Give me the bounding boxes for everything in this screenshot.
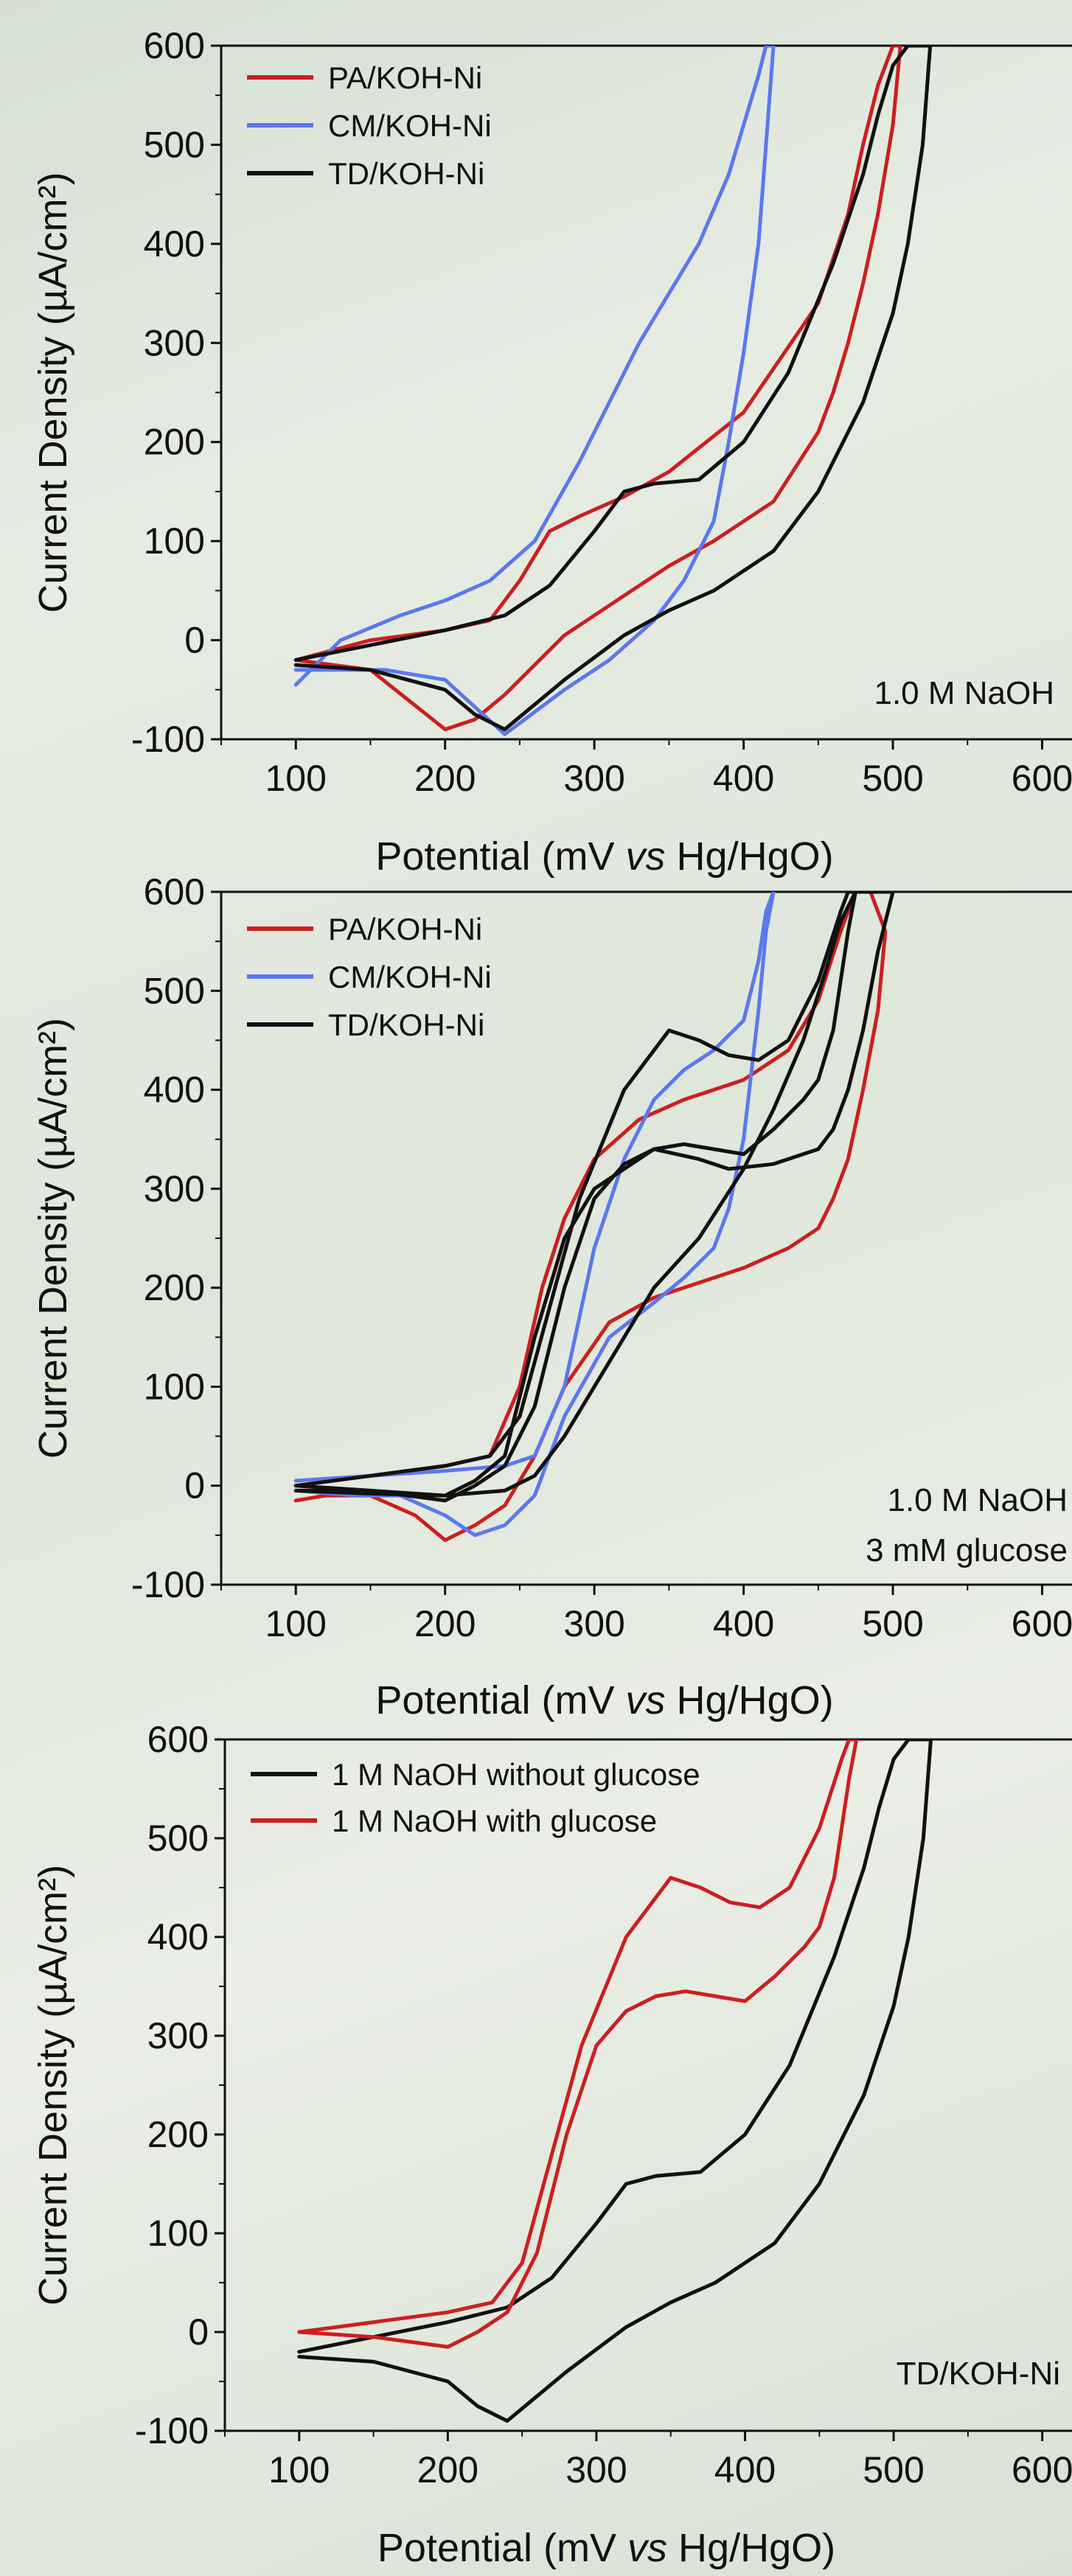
- y-tick-label: 600: [144, 25, 205, 66]
- legend-entry: CM/KOH-Ni: [328, 108, 492, 143]
- series-line-2: [293, 892, 776, 1537]
- x-axis-title-part: Potential (mV: [375, 834, 625, 879]
- x-tick-label: 100: [265, 758, 327, 799]
- legend-entry: PA/KOH-Ni: [328, 912, 482, 946]
- annotation: 1.0 M NaOH: [887, 1482, 1068, 1518]
- y-tick-label: 500: [144, 970, 205, 1011]
- annotation: 3 mM glucose: [866, 1532, 1068, 1568]
- x-tick-label: 500: [862, 1603, 923, 1644]
- y-tick-label: 400: [144, 1069, 205, 1111]
- series-line-1: [297, 1739, 933, 2423]
- y-tick-label: 600: [144, 871, 205, 912]
- chart-2: -100 0 100 200 300 400 500 600 100 200 300 400 500 60…: [31, 871, 1072, 1722]
- x-tick-label: 600: [1012, 2449, 1072, 2491]
- y-tick-label: 600: [147, 1719, 209, 1760]
- y-tick-label: 200: [147, 2114, 209, 2155]
- y-axis-title: Current Density (µA/cm²): [31, 1018, 75, 1459]
- x-tick-label: 200: [414, 758, 476, 799]
- legend-entry: PA/KOH-Ni: [328, 60, 482, 95]
- x-tick-label: 300: [565, 2449, 627, 2491]
- series-line-2: [297, 1739, 859, 2349]
- y-tick-label: 200: [144, 422, 205, 463]
- y-tick-label: 100: [144, 1366, 205, 1407]
- y-tick-label: 500: [144, 124, 205, 165]
- chart-3: -100 0 100 200 300 400 500 600 100 200 300 400 500 60…: [31, 1719, 1072, 2570]
- x-tick-label: 600: [1012, 1603, 1072, 1644]
- y-tick-label: 100: [147, 2213, 209, 2254]
- x-tick-label: 200: [417, 2449, 478, 2491]
- x-tick-label: 100: [265, 1603, 327, 1644]
- y-axis-title: Current Density (µA/cm²): [31, 1865, 75, 2306]
- x-tick-label: 400: [714, 2449, 776, 2491]
- y-axis-title: Current Density (µA/cm²): [31, 172, 75, 612]
- x-tick-label: 600: [1012, 758, 1072, 799]
- series-line-3: [293, 892, 857, 1503]
- chart-1: -100 0 100 200 300 400 500 600 100 200 300 400 500 60…: [31, 25, 1072, 879]
- series-line-2: [293, 46, 776, 736]
- x-axis-title-italic: vs: [627, 2526, 667, 2570]
- annotation: TD/KOH-Ni: [897, 2356, 1060, 2392]
- series-line-4: [293, 892, 895, 1498]
- x-axis-title-part: Hg/HgO): [666, 1678, 834, 1722]
- series-line-1: [293, 892, 888, 1543]
- x-tick-label: 500: [863, 2449, 924, 2491]
- x-axis-title-part: Potential (mV: [375, 1678, 625, 1722]
- x-axis-title: Potential (mV vs Hg/HgO): [377, 2526, 835, 2570]
- x-axis-title-part: Potential (mV: [377, 2526, 627, 2570]
- y-tick-label: -100: [131, 1564, 205, 1605]
- x-tick-label: 500: [862, 758, 923, 799]
- y-tick-label: 300: [144, 1168, 205, 1210]
- x-tick-label: 400: [713, 758, 774, 799]
- y-tick-label: 0: [184, 1465, 205, 1507]
- legend-entry: 1 M NaOH with glucose: [332, 1804, 657, 1838]
- x-tick-label: 400: [713, 1603, 774, 1644]
- y-tick-label: 0: [184, 620, 205, 661]
- series-line-3: [293, 46, 933, 732]
- y-tick-label: -100: [135, 2410, 209, 2451]
- x-tick-label: 300: [563, 1603, 624, 1644]
- x-axis-title-part: Hg/HgO): [667, 2526, 835, 2570]
- x-axis-title-part: Hg/HgO): [666, 834, 834, 879]
- x-axis-title-italic: vs: [626, 834, 666, 879]
- y-tick-label: 500: [147, 1818, 209, 1859]
- legend-entry: 1 M NaOH without glucose: [332, 1757, 700, 1792]
- x-tick-label: 100: [268, 2449, 330, 2491]
- legend-entry: TD/KOH-Ni: [328, 156, 484, 191]
- y-tick-label: 400: [144, 223, 205, 265]
- x-tick-label: 300: [563, 758, 624, 799]
- legend-entry: CM/KOH-Ni: [328, 960, 492, 994]
- y-tick-label: 100: [144, 520, 205, 562]
- y-tick-label: 0: [188, 2311, 209, 2353]
- x-axis-title-italic: vs: [626, 1678, 666, 1722]
- y-tick-label: 200: [144, 1267, 205, 1308]
- x-tick-label: 200: [414, 1603, 476, 1644]
- y-tick-label: 300: [144, 322, 205, 363]
- x-axis-title: Potential (mV vs Hg/HgO): [375, 834, 833, 879]
- series-line-1: [293, 46, 902, 732]
- x-axis-title: Potential (mV vs Hg/HgO): [375, 1678, 833, 1722]
- legend-entry: TD/KOH-Ni: [328, 1008, 484, 1042]
- y-tick-label: -100: [131, 719, 205, 760]
- y-tick-label: 300: [147, 2015, 209, 2056]
- y-tick-label: 400: [147, 1916, 209, 1958]
- annotation: 1.0 M NaOH: [874, 675, 1054, 711]
